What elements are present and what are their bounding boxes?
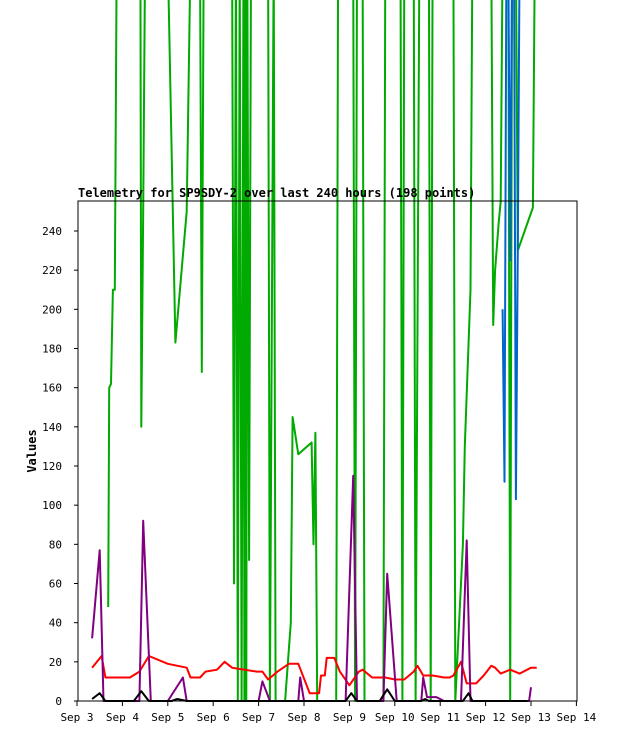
y-tick-label: 80: [49, 538, 62, 551]
y-tick-label: 240: [42, 225, 62, 238]
x-tick-label: Sep 5: [151, 711, 184, 724]
x-tick-label: Sep 14: [557, 711, 597, 724]
y-tick-label: 200: [42, 303, 62, 316]
y-tick-label: 220: [42, 264, 62, 277]
y-tick-label: 20: [49, 656, 62, 669]
x-tick-label: Sep 3: [60, 711, 93, 724]
chart-title: Telemetry for SP9SDY-2 over last 240 hou…: [78, 186, 475, 200]
y-axis-title: Values: [25, 429, 39, 472]
y-tick-label: 60: [49, 578, 62, 591]
series-line-4: [91, 474, 532, 702]
series-layer: [91, 0, 537, 702]
x-tick-label: Sep 6: [197, 711, 230, 724]
y-tick-label: 160: [42, 382, 62, 395]
x-tick-label: Sep 7: [242, 711, 275, 724]
y-tick-label: 140: [42, 421, 62, 434]
y-tick-label: 40: [49, 617, 62, 630]
y-tick-label: 120: [42, 460, 62, 473]
y-tick-label: 0: [55, 695, 62, 708]
series-line-1: [107, 0, 536, 702]
x-tick-label: Sep 8: [287, 711, 320, 724]
chart-frame: [77, 200, 578, 702]
plot-border: [77, 200, 578, 702]
series-line-2: [501, 0, 521, 501]
x-tick-label: Sep 10: [375, 711, 415, 724]
y-axis: 0 20 40 60 80 100 120 140 160 180 200 220 240: [42, 225, 78, 708]
x-tick-label: Sep 12: [466, 711, 506, 724]
x-axis: Sep 3 Sep 4 Sep 5 Sep 6 Sep 7 Sep 8 Sep 9 Sep 1…: [60, 701, 597, 724]
y-tick-label: 100: [42, 499, 62, 512]
x-tick-label: Sep 4: [106, 711, 139, 724]
x-tick-label: Sep 9: [333, 711, 366, 724]
series-line-3: [91, 655, 537, 695]
x-tick-label: Sep 13: [511, 711, 551, 724]
x-tick-label: Sep 11: [420, 711, 460, 724]
y-tick-label: 180: [42, 343, 62, 356]
